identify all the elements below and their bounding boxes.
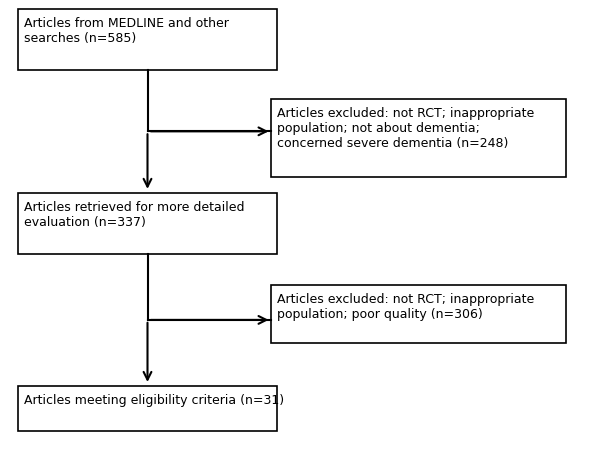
FancyBboxPatch shape bbox=[18, 386, 277, 431]
FancyBboxPatch shape bbox=[18, 193, 277, 254]
Text: Articles meeting eligibility criteria (n=31): Articles meeting eligibility criteria (n… bbox=[24, 394, 284, 407]
Text: Articles excluded: not RCT; inappropriate
population; not about dementia;
concer: Articles excluded: not RCT; inappropriat… bbox=[277, 107, 535, 150]
FancyBboxPatch shape bbox=[271, 99, 566, 177]
FancyBboxPatch shape bbox=[18, 9, 277, 70]
Text: Articles excluded: not RCT; inappropriate
population; poor quality (n=306): Articles excluded: not RCT; inappropriat… bbox=[277, 293, 535, 321]
Text: Articles retrieved for more detailed
evaluation (n=337): Articles retrieved for more detailed eva… bbox=[24, 201, 244, 229]
FancyBboxPatch shape bbox=[271, 285, 566, 343]
Text: Articles from MEDLINE and other
searches (n=585): Articles from MEDLINE and other searches… bbox=[24, 17, 228, 45]
